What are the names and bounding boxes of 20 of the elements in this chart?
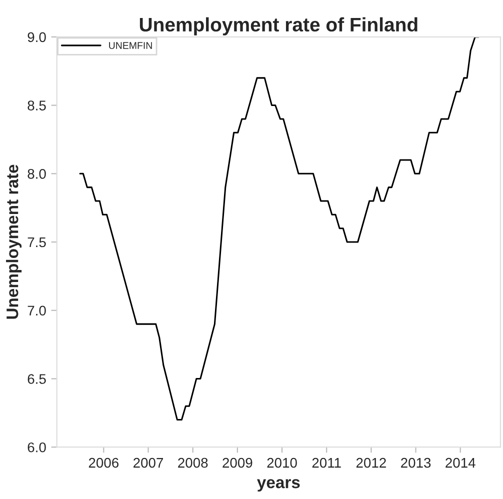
y-tick-label: 7.0 — [28, 306, 46, 316]
x-tick-label: 2010 — [267, 458, 297, 468]
x-tick-label: 2013 — [401, 458, 431, 468]
x-tick-label: 2012 — [356, 458, 386, 468]
y-tick-label: 8.0 — [28, 168, 46, 179]
y-tick-label: 7.5 — [28, 237, 46, 248]
y-tick-label: 6.5 — [28, 374, 46, 384]
x-tick-label: 2014 — [446, 458, 476, 468]
x-tick-label: 2007 — [133, 458, 163, 468]
y-tick-label: 6.0 — [28, 442, 46, 452]
x-tick-label: 2008 — [178, 458, 208, 468]
y-tick-label: 9.0 — [28, 32, 46, 42]
x-tick-label: 2011 — [312, 458, 341, 468]
legend-label: UNEMFIN — [109, 42, 152, 49]
x-tick-label: 2009 — [222, 458, 252, 468]
x-tick-label: 2006 — [88, 458, 118, 468]
x-axis-title: years — [257, 479, 300, 492]
y-tick-label: 8.5 — [28, 100, 46, 110]
y-axis-title: Unemployment rate — [6, 164, 22, 319]
chart-title: Unemployment rate of Finland — [140, 17, 418, 36]
